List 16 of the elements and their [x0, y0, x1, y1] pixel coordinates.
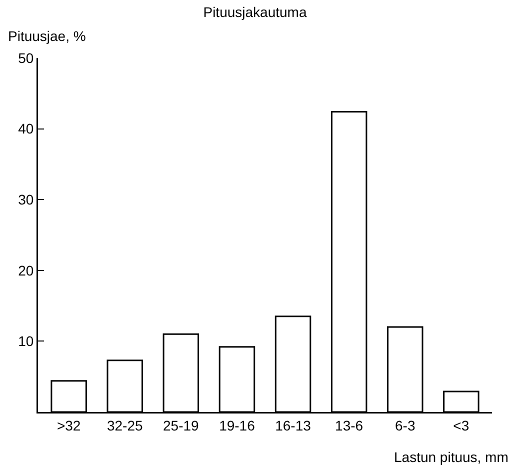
x-tick-label: 6-3: [395, 417, 416, 434]
y-axis-title: Pituusjae, %: [8, 28, 86, 44]
x-tick-label: 32-25: [106, 417, 143, 434]
x-tick-label: 19-16: [219, 417, 256, 434]
y-tick-label: 50: [18, 50, 34, 66]
x-tick-label: 13-6: [335, 417, 364, 434]
y-tick-label: 20: [18, 262, 34, 278]
x-tick-label: 25-19: [163, 417, 200, 434]
x-axis-title: Lastun pituus, mm: [394, 449, 508, 465]
x-tick-label: <3: [453, 417, 470, 434]
x-tick-label: >32: [56, 417, 81, 434]
y-tick-label: 10: [18, 333, 34, 350]
y-tick-label: 30: [18, 192, 34, 208]
y-tick-label: 40: [18, 120, 34, 137]
x-tick-label: 16-13: [275, 417, 312, 434]
chart-title: Pituusjakautuma: [203, 4, 307, 20]
